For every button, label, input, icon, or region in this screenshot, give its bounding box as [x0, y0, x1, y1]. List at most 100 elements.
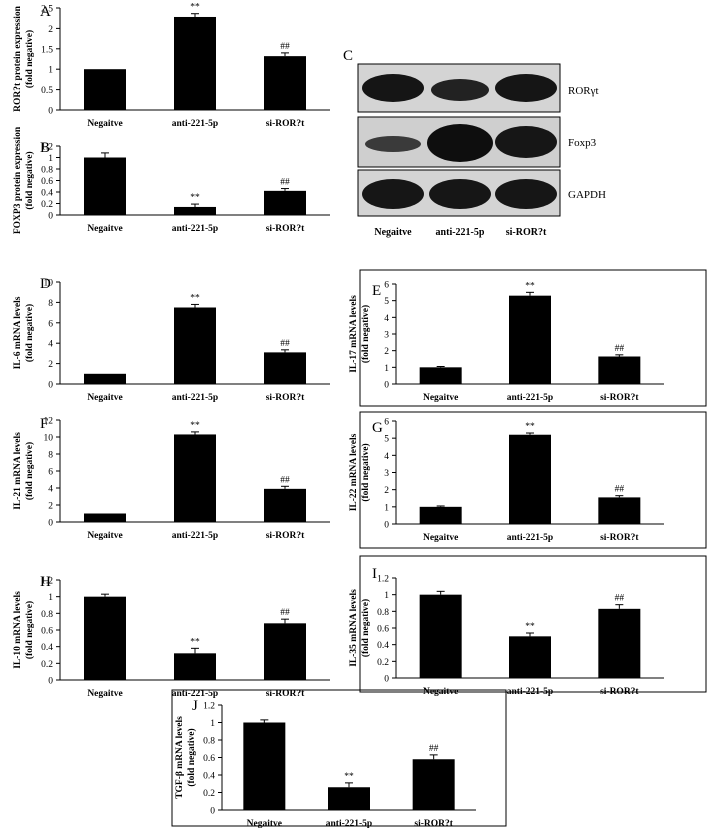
x-category-label-f: anti-221-5p: [172, 531, 218, 541]
y-tick-label-j: 0.6: [203, 754, 215, 764]
x-category-label-b: si-ROR?t: [266, 224, 305, 234]
x-category-label-i: anti-221-5p: [507, 687, 553, 697]
y-tick-label-a: 0: [48, 107, 53, 117]
x-category-label-e: Negaitve: [423, 393, 458, 403]
y-tick-label-h: 1: [48, 593, 53, 603]
blot-band-rorgt-negative: [362, 74, 424, 102]
panel-frame-e: [359, 269, 707, 407]
y-tick-label-j: 0.2: [203, 789, 215, 799]
bar-d: [174, 307, 216, 384]
bar-h: [174, 653, 216, 680]
y-axis-label-j: TGF-β mRNA levels: [175, 716, 185, 799]
bar-i: [419, 594, 462, 678]
panel-letter-j: J: [192, 698, 198, 714]
bar-h: [264, 623, 306, 680]
x-category-label-b: Negaitve: [87, 224, 122, 234]
y-tick-label-f: 12: [44, 417, 54, 427]
significance-mark-d: **: [190, 293, 200, 303]
x-category-label-d: Negaitve: [87, 393, 122, 403]
x-category-label-d: anti-221-5p: [172, 393, 218, 403]
significance-mark-e: ##: [615, 344, 625, 354]
significance-mark-e: **: [525, 281, 535, 291]
blot-lane-negative: Negaitve: [374, 227, 412, 238]
x-category-label-b: anti-221-5p: [172, 224, 218, 234]
bar-g: [598, 497, 641, 524]
bar-h: [84, 596, 126, 680]
chart-panel-e: E 0 1 2 3 4 5 6 IL-17 mRNA levels (fold negative)…: [349, 269, 707, 407]
y-tick-label-g: 1: [384, 503, 389, 513]
y-tick-label-e: 6: [384, 281, 389, 291]
y-tick-label-d: 0: [48, 381, 53, 391]
x-category-label-g: Negaitve: [423, 533, 458, 543]
significance-mark-j: ##: [429, 744, 439, 754]
y-axis-label-e: (fold negative): [360, 305, 371, 363]
bar-i: [509, 636, 551, 678]
x-category-label-i: Negaitve: [423, 687, 458, 697]
western-blot-panel: C RORγt Foxp3 GAPDH Negaitve anti-221-5p…: [343, 48, 606, 238]
y-tick-label-g: 5: [384, 435, 389, 445]
y-tick-label-i: 0: [384, 675, 389, 685]
significance-mark-d: ##: [280, 339, 290, 349]
y-tick-label-d: 10: [44, 279, 54, 289]
bar-d: [264, 352, 306, 384]
significance-mark-h: **: [190, 637, 200, 647]
panel-frame-g: [359, 411, 707, 549]
y-axis-label-d: IL-6 mRNA levels: [13, 296, 23, 369]
panel-frame-i: [359, 555, 707, 693]
blot-lane-si-rorgt: si-ROR?t: [506, 227, 547, 238]
y-tick-label-h: 0.6: [41, 627, 53, 637]
bar-j: [243, 722, 286, 810]
blot-band-foxp3-anti-221-5p: [427, 124, 493, 162]
significance-mark-a: ##: [280, 42, 290, 52]
significance-mark-h: ##: [280, 608, 290, 618]
y-tick-label-b: 0.6: [41, 177, 53, 187]
panel-letter-f: F: [40, 416, 48, 432]
bar-f: [84, 513, 126, 522]
x-category-label-h: Negaitve: [87, 689, 122, 699]
y-tick-label-e: 2: [384, 347, 389, 357]
y-tick-label-b: 0: [48, 212, 53, 222]
bar-d: [84, 373, 126, 384]
bar-e: [509, 295, 551, 384]
blot-band-gapdh-si-rorgt: [495, 179, 557, 209]
x-category-label-f: si-ROR?t: [266, 531, 305, 541]
x-category-label-a: anti-221-5p: [172, 119, 218, 129]
blot-lane-anti-221-5p: anti-221-5p: [436, 227, 485, 238]
blot-label-rorgt: RORγt: [568, 85, 599, 97]
y-tick-label-b: 0.2: [41, 200, 53, 210]
chart-panel-g: G 0 1 2 3 4 5 6 IL-22 mRNA levels (fold negative)…: [349, 411, 707, 549]
y-tick-label-f: 6: [48, 468, 53, 478]
y-tick-label-b: 0.8: [41, 166, 53, 176]
y-axis-label-b: (fold negative): [24, 151, 35, 209]
y-tick-label-a: 0.5: [41, 86, 53, 96]
y-axis-label-i: IL-35 mRNA levels: [349, 589, 359, 667]
significance-mark-i: ##: [615, 594, 625, 604]
y-tick-label-e: 4: [384, 314, 389, 324]
chart-panel-i: I 0 0.2 0.4 0.6 0.8 1 1.2 IL-35 mRNA levels (fold…: [349, 555, 707, 697]
y-tick-label-b: 1: [48, 154, 53, 164]
significance-mark-f: **: [190, 421, 200, 431]
bar-g: [419, 506, 462, 524]
y-tick-label-i: 0.4: [377, 641, 389, 651]
panel-letter-i: I: [372, 566, 377, 582]
y-axis-label-a: ROR?t protein expression: [13, 5, 23, 111]
y-tick-label-h: 1.2: [41, 577, 53, 587]
y-tick-label-g: 3: [384, 469, 389, 479]
panel-letter-b: B: [40, 140, 50, 156]
y-axis-label-g: (fold negative): [360, 443, 371, 501]
y-axis-label-g: IL-22 mRNA levels: [349, 433, 359, 511]
x-category-label-h: si-ROR?t: [266, 689, 305, 699]
chart-panel-a: A 0 0.5 1 1.5 2 2.5 ROR?t protein expression (fo…: [13, 3, 330, 129]
y-tick-label-e: 3: [384, 331, 389, 341]
significance-mark-g: **: [525, 422, 535, 432]
panel-frame-j: [171, 689, 507, 827]
y-axis-label-h: IL-10 mRNA levels: [13, 591, 23, 669]
y-tick-label-h: 0.2: [41, 660, 53, 670]
y-tick-label-i: 0.2: [377, 658, 389, 668]
y-tick-label-d: 6: [48, 319, 53, 329]
y-axis-label-b: FOXP3 protein expression: [13, 126, 23, 234]
blot-band-foxp3-negative: [365, 136, 421, 152]
x-category-label-e: si-ROR?t: [600, 393, 639, 403]
x-category-label-j: anti-221-5p: [326, 819, 372, 829]
